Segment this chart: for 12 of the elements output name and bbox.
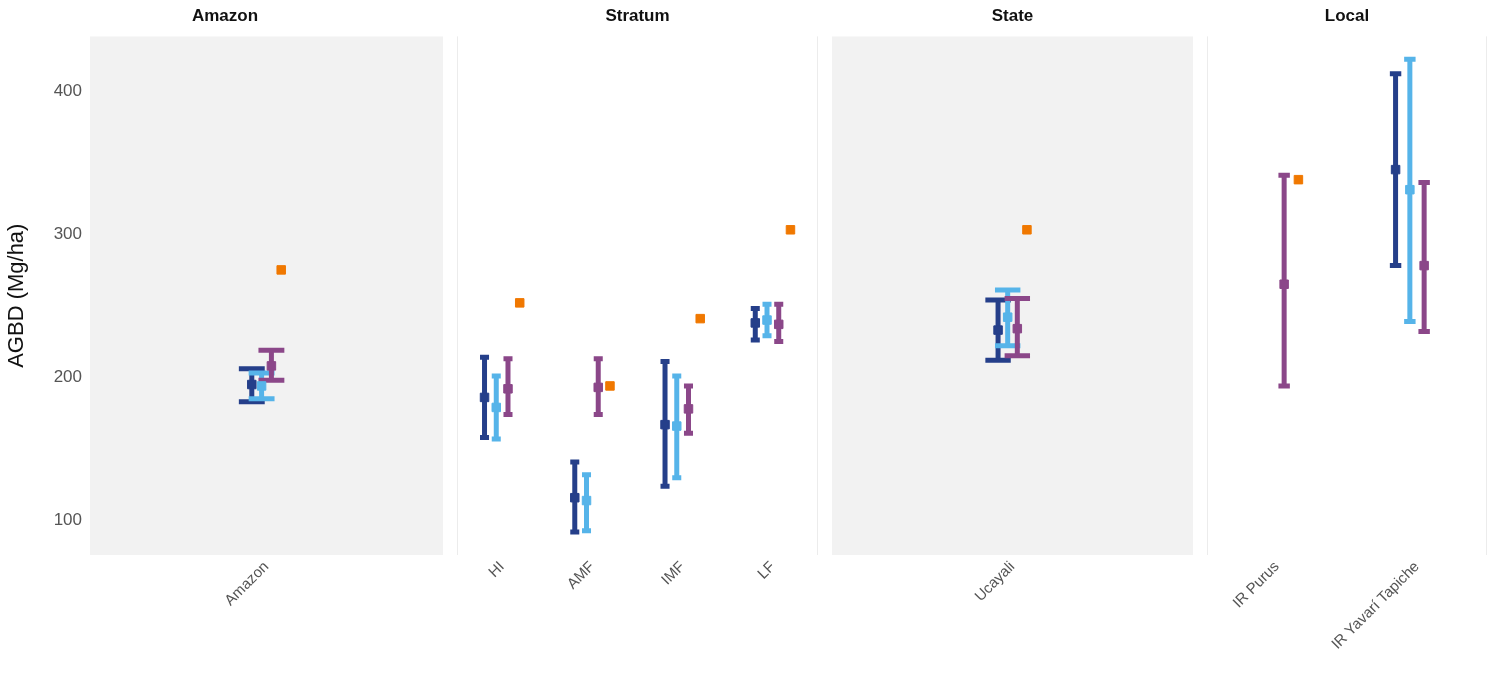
y-tick-label: 400 xyxy=(53,80,82,100)
y-tick-label: 200 xyxy=(53,367,82,387)
y-tick-label: 100 xyxy=(53,510,82,530)
y-axis-title: AGBD (Mg/ha) xyxy=(3,223,29,368)
x-tick-label: LF xyxy=(753,557,778,582)
y-tick-label: 300 xyxy=(53,223,82,243)
x-tick-label: IMF xyxy=(657,557,688,588)
chart-title: State xyxy=(991,5,1034,25)
chart-title: Amazon xyxy=(191,5,259,25)
chart-title: Local xyxy=(1324,5,1370,25)
chart-title: Stratum xyxy=(605,5,670,25)
x-tick-label: HI xyxy=(484,557,508,581)
